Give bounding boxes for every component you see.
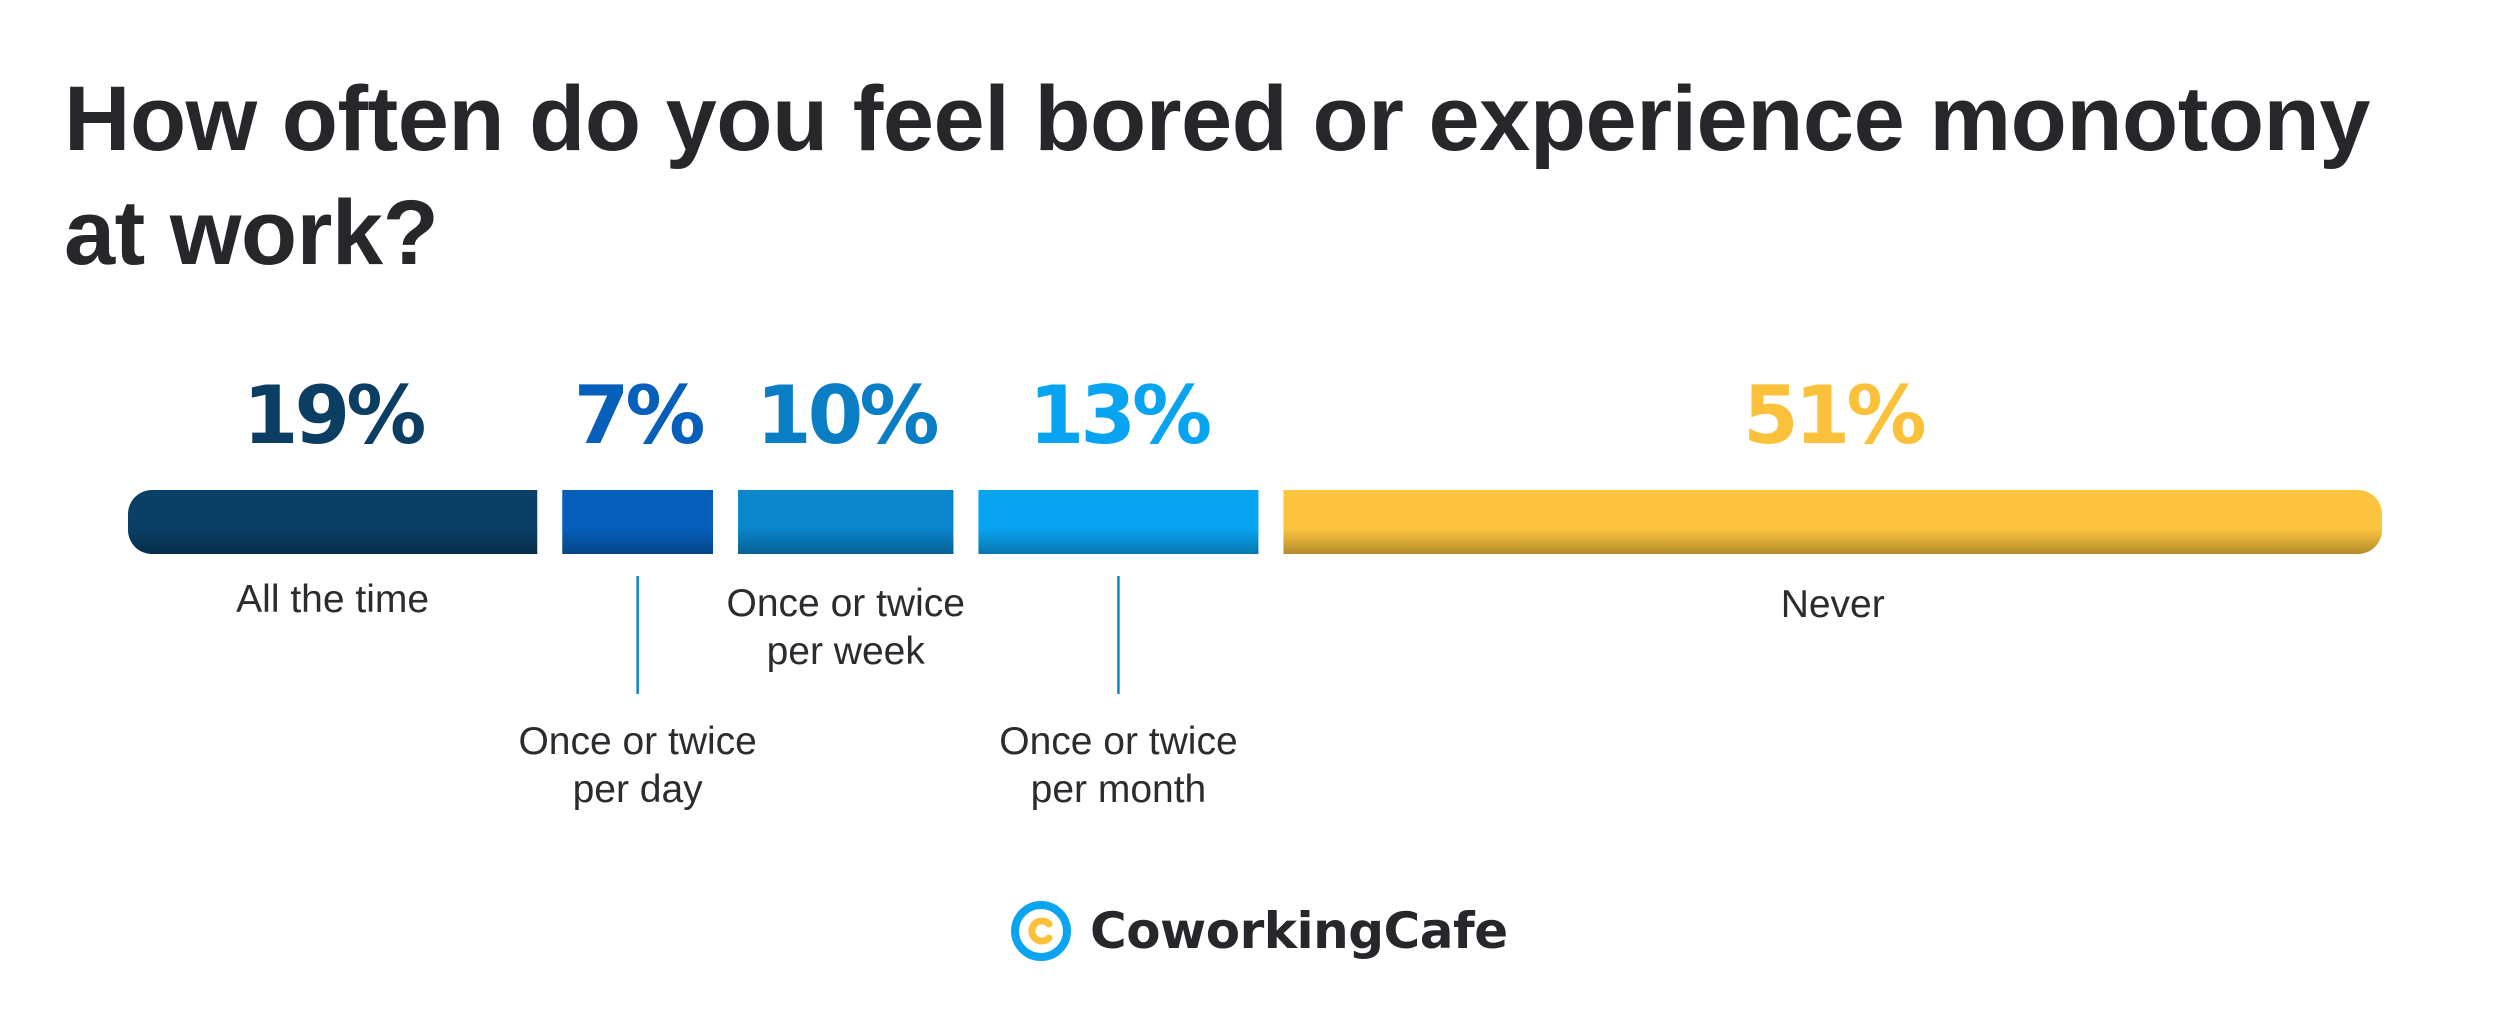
coworkingcafe-logo-icon [1011, 901, 1071, 961]
category-label-once-or-twice-per-week: Once or twice per week [727, 582, 965, 673]
bar-segment-once-or-twice-per-month [978, 490, 1259, 554]
bar-segments [128, 490, 2382, 554]
bar-segment-once-or-twice-per-day [562, 490, 714, 554]
leader-lines [636, 576, 1120, 694]
value-label-once-or-twice-per-month: 13% [1029, 369, 1210, 462]
category-labels: All the time Once or twice per day Once or … [236, 578, 1885, 811]
bar-segment-never [1283, 490, 2382, 554]
value-label-once-or-twice-per-week: 10% [756, 369, 937, 462]
brand-name: CoworkingCafe [1090, 902, 1508, 960]
category-label-once-or-twice-per-month: Once or twice per month [999, 720, 1237, 811]
value-label-never: 51% [1743, 369, 1924, 462]
category-label-once-or-twice-per-day: Once or twice per day [518, 720, 756, 811]
brand-logo: CoworkingCafe [1010, 898, 1508, 964]
chart-title: How often do you feel bored or experienc… [64, 68, 2370, 284]
value-label-once-or-twice-per-day: 7% [574, 369, 704, 462]
bar-segment-once-or-twice-per-week [738, 490, 954, 554]
value-label-all-the-time: 19% [243, 369, 424, 462]
category-label-all-the-time: All the time [236, 578, 429, 621]
stacked-bar-chart: 19% 7% 10% 13% 51% All the time Once or twice… [128, 369, 2382, 811]
percentage-labels: 19% 7% 10% 13% 51% [243, 369, 1928, 462]
bar-segment-all-the-time [128, 490, 538, 554]
category-label-never: Never [1781, 583, 1885, 626]
